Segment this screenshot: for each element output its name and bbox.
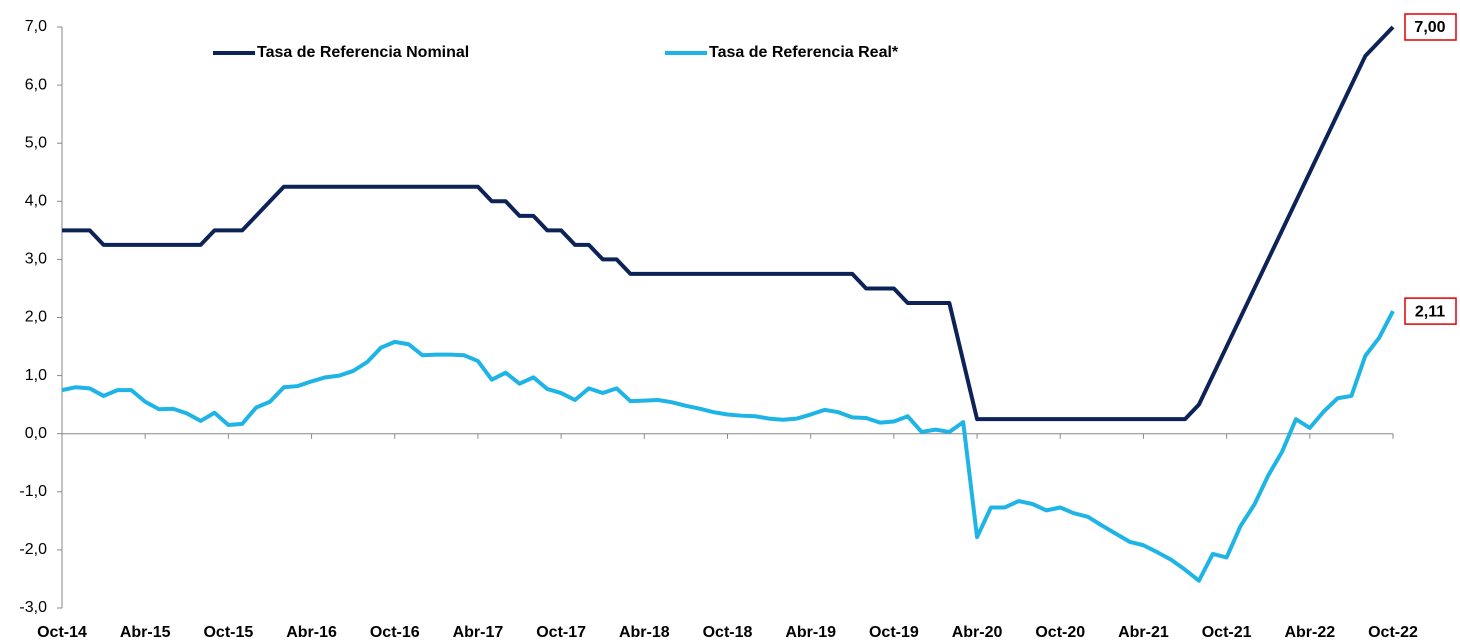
x-tick-label: Oct-22: [1368, 624, 1418, 641]
x-tick-label: Oct-17: [536, 624, 586, 641]
series-line: [62, 25, 1395, 422]
x-tick-label: Abr-19: [785, 624, 836, 641]
x-tick-label: Abr-22: [1284, 624, 1335, 641]
legend-label: Tasa de Referencia Nominal: [257, 44, 469, 61]
value-label-box: [1404, 297, 1457, 325]
y-tick-label: 1,0: [25, 367, 47, 384]
x-tick-label: Oct-16: [370, 624, 420, 641]
x-tick-label: Abr-17: [453, 624, 504, 641]
x-tick-label: Oct-21: [1202, 624, 1252, 641]
x-tick-label: Abr-21: [1118, 624, 1169, 641]
y-tick-label: -1,0: [19, 483, 47, 500]
value-label: 2,11: [1415, 303, 1445, 320]
x-tick-label: Oct-20: [1035, 624, 1085, 641]
y-tick-label: 4,0: [25, 193, 47, 210]
legend-label: Tasa de Referencia Real*: [709, 44, 899, 61]
value-label: 7,00: [1414, 19, 1445, 36]
value-label-box: [1404, 13, 1457, 41]
series-line: [61, 310, 1395, 583]
y-tick-label: -2,0: [19, 541, 47, 558]
y-tick-label: -3,0: [19, 599, 47, 616]
x-tick-label: Abr-16: [286, 624, 337, 641]
y-tick-label: 2,0: [25, 309, 47, 326]
x-tick-label: Oct-18: [703, 624, 753, 641]
y-tick-label: 6,0: [25, 76, 47, 93]
x-tick-label: Abr-18: [619, 624, 670, 641]
x-tick-label: Abr-15: [120, 624, 171, 641]
y-tick-label: 7,0: [25, 18, 47, 35]
x-tick-label: Oct-14: [37, 624, 87, 641]
x-tick-label: Oct-19: [869, 624, 919, 641]
x-tick-label: Abr-20: [952, 624, 1003, 641]
x-tick-label: Oct-15: [203, 624, 253, 641]
y-tick-label: 5,0: [25, 134, 47, 151]
y-tick-label: 0,0: [25, 425, 47, 442]
y-tick-label: 3,0: [25, 251, 47, 268]
